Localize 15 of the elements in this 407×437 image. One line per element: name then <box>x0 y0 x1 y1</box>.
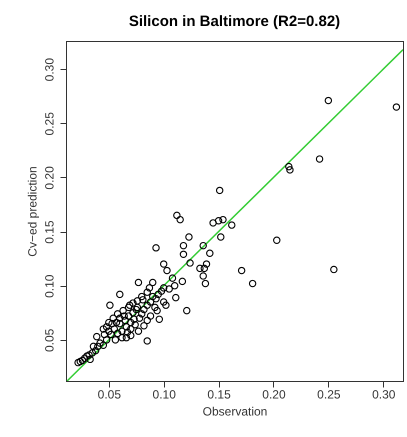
y-tick-label: 0.10 <box>42 274 56 298</box>
y-tick-label: 0.20 <box>42 166 56 190</box>
y-tick-label: 0.15 <box>42 220 56 244</box>
y-axis-title: Cv−ed prediction <box>26 166 40 257</box>
x-tick-label: 0.20 <box>262 388 286 402</box>
x-tick-label: 0.10 <box>152 388 176 402</box>
y-tick-label: 0.30 <box>42 58 56 82</box>
x-tick-label: 0.15 <box>207 388 232 402</box>
x-tick-label: 0.05 <box>98 388 122 402</box>
x-tick-label: 0.25 <box>317 388 341 402</box>
y-tick-label: 0.25 <box>42 112 56 136</box>
y-tick-label: 0.05 <box>42 328 56 352</box>
x-tick-label: 0.30 <box>372 388 396 402</box>
x-axis-title: Observation <box>202 404 268 418</box>
chart-title: Silicon in Baltimore (R2=0.82) <box>128 13 340 30</box>
